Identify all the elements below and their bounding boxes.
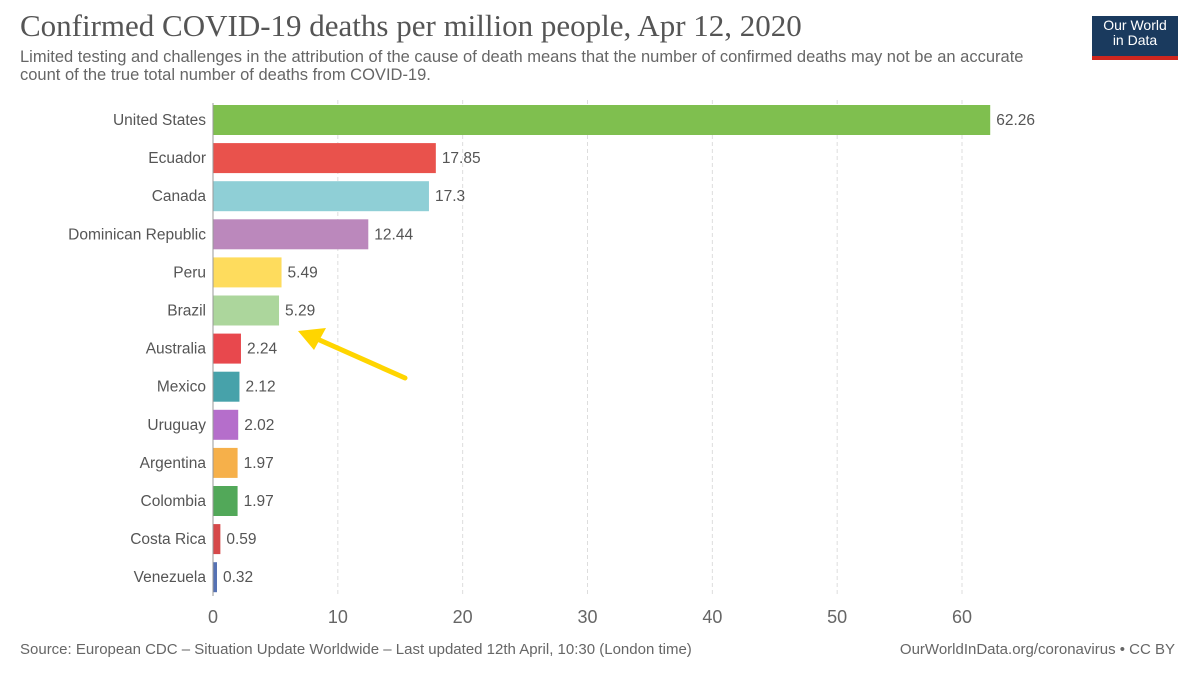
bar-colombia (213, 486, 238, 516)
bar-brazil (213, 295, 280, 326)
value-label: 1.97 (244, 493, 274, 510)
x-tick-label: 10 (328, 607, 348, 627)
bar-dominican-republic (213, 219, 369, 250)
logo-line1: Our World (1103, 17, 1167, 33)
value-label: 5.49 (288, 264, 318, 281)
category-label: Uruguay (147, 417, 206, 434)
category-label: Colombia (141, 493, 207, 510)
x-tick-label: 0 (208, 607, 218, 627)
chart-title: Confirmed COVID-19 deaths per million pe… (20, 8, 802, 43)
value-label: 2.02 (244, 417, 274, 434)
chart-subtitle: Limited testing and challenges in the at… (20, 48, 1024, 84)
bar-ecuador (213, 143, 436, 174)
x-tick-label: 20 (453, 607, 473, 627)
value-label: 12.44 (374, 226, 413, 243)
bar-uruguay (213, 409, 239, 440)
category-label: Canada (152, 188, 207, 205)
bar-mexico (213, 371, 240, 402)
value-label: 0.59 (226, 531, 256, 548)
category-label: Dominican Republic (68, 226, 206, 243)
value-label: 5.29 (285, 303, 315, 320)
category-label: Peru (173, 264, 206, 281)
bar-canada (213, 181, 429, 212)
source-note: Source: European CDC – Situation Update … (20, 641, 692, 658)
category-label: United States (113, 112, 206, 129)
category-label: Argentina (140, 455, 207, 472)
bar-peru (213, 257, 282, 288)
footer-link[interactable]: OurWorldInData.org/coronavirus • CC BY (899, 641, 1175, 658)
category-label: Venezuela (134, 569, 207, 586)
value-label: 17.3 (435, 188, 465, 205)
bar-australia (213, 333, 241, 364)
category-label: Ecuador (148, 150, 206, 167)
x-tick-label: 50 (827, 607, 847, 627)
bar-costa-rica (213, 524, 221, 555)
annotation-arrow-shaft (312, 335, 408, 381)
x-tick-label: 30 (577, 607, 597, 627)
value-label: 2.12 (245, 379, 275, 396)
x-tick-label: 60 (952, 607, 972, 627)
value-label: 2.24 (247, 341, 278, 358)
category-label: Australia (146, 341, 207, 358)
category-label: Brazil (167, 303, 206, 320)
category-label: Mexico (157, 379, 206, 396)
logo-line2: in Data (1112, 32, 1158, 48)
x-tick-label: 40 (702, 607, 722, 627)
value-label: 62.26 (996, 112, 1035, 129)
annotation-arrow-head-icon (298, 328, 326, 350)
value-label: 17.85 (442, 150, 481, 167)
owid-logo[interactable]: Our World in Data (1092, 16, 1178, 60)
value-label: 0.32 (223, 569, 253, 586)
bar-venezuela (213, 562, 217, 593)
category-label: Costa Rica (130, 531, 206, 548)
bar-argentina (213, 447, 238, 478)
bar-united-states (213, 105, 991, 135)
value-label: 1.97 (244, 455, 274, 472)
